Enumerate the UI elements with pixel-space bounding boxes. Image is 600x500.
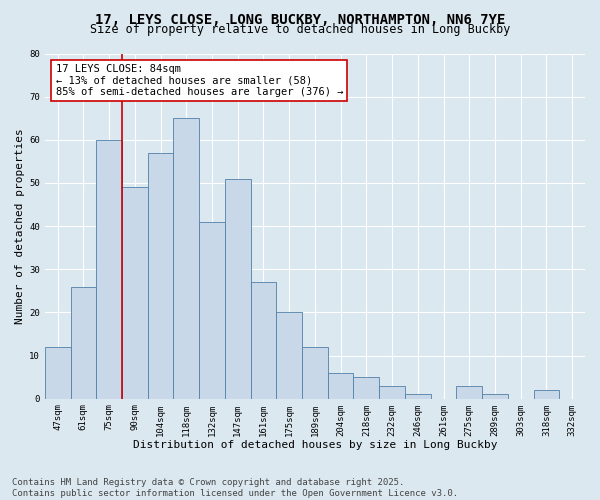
Bar (379, 386, 405, 398)
Bar (173, 118, 199, 398)
Bar (457, 386, 482, 398)
Bar (405, 394, 431, 398)
Bar (45, 347, 71, 399)
Bar (251, 282, 277, 399)
Bar (277, 312, 302, 398)
X-axis label: Distribution of detached houses by size in Long Buckby: Distribution of detached houses by size … (133, 440, 497, 450)
Bar (533, 390, 559, 398)
Bar (328, 373, 353, 398)
Bar (71, 286, 96, 399)
Bar (96, 140, 122, 398)
Bar (482, 394, 508, 398)
Bar (302, 347, 328, 399)
Bar (199, 222, 225, 398)
Text: 17, LEYS CLOSE, LONG BUCKBY, NORTHAMPTON, NN6 7YE: 17, LEYS CLOSE, LONG BUCKBY, NORTHAMPTON… (95, 12, 505, 26)
Bar (122, 188, 148, 398)
Bar (353, 377, 379, 398)
Text: Contains HM Land Registry data © Crown copyright and database right 2025.
Contai: Contains HM Land Registry data © Crown c… (12, 478, 458, 498)
Bar (225, 178, 251, 398)
Bar (148, 153, 173, 398)
Y-axis label: Number of detached properties: Number of detached properties (15, 128, 25, 324)
Text: 17 LEYS CLOSE: 84sqm
← 13% of detached houses are smaller (58)
85% of semi-detac: 17 LEYS CLOSE: 84sqm ← 13% of detached h… (56, 64, 343, 97)
Text: Size of property relative to detached houses in Long Buckby: Size of property relative to detached ho… (90, 22, 510, 36)
